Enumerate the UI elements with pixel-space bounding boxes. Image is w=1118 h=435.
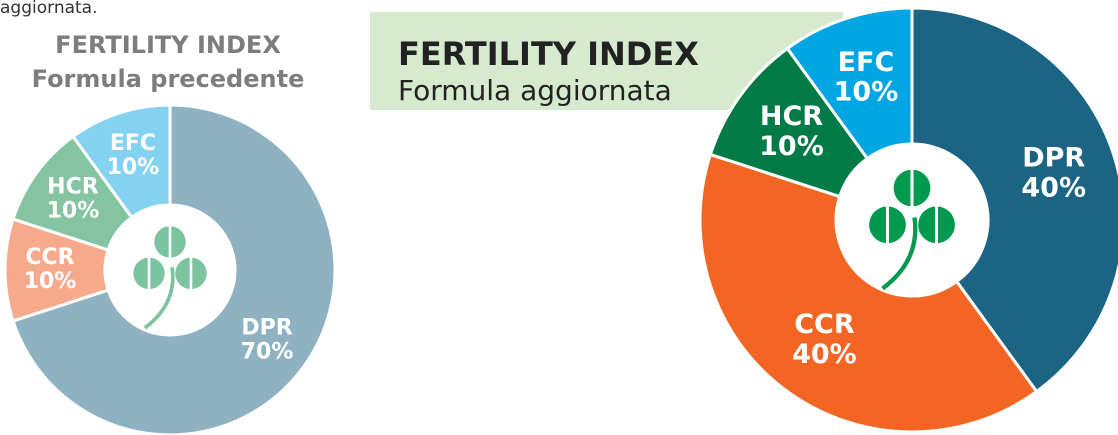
- segment-value: 10%: [47, 199, 100, 224]
- segment-value: 40%: [1021, 172, 1086, 203]
- segment-value: 70%: [241, 340, 294, 365]
- segment-label: HCR: [47, 174, 99, 199]
- right-title: FERTILITY INDEX: [398, 35, 699, 73]
- pie-segment: [70, 103, 172, 220]
- pie-segment: [785, 6, 914, 161]
- stem: [143, 266, 175, 330]
- segment-label: HCR: [760, 101, 823, 132]
- segment-label: CCR: [794, 309, 855, 340]
- segment-label: DPR: [241, 315, 292, 340]
- caption: aggiornata.: [0, 0, 98, 18]
- left-title: FERTILITY INDEX: [55, 31, 281, 59]
- left-subtitle: Formula precedente: [32, 65, 305, 93]
- right-subtitle: Formula aggiornata: [398, 74, 672, 107]
- segment-label: EFC: [110, 131, 156, 156]
- segment-value: 10%: [24, 269, 77, 294]
- segment-label: CCR: [25, 245, 74, 270]
- segment-value: 40%: [792, 339, 857, 370]
- pie-segment: [698, 152, 1039, 434]
- pie-segment: [11, 103, 337, 435]
- segment-value: 10%: [834, 77, 899, 108]
- pie-segment: [910, 6, 1118, 394]
- clover-icon: [133, 225, 207, 330]
- stem: [881, 217, 918, 291]
- segment-value: 10%: [107, 155, 160, 180]
- segment-value: 10%: [759, 131, 824, 162]
- clover-icon: [869, 168, 955, 291]
- segment-label: DPR: [1022, 143, 1085, 174]
- segment-label: EFC: [838, 47, 895, 78]
